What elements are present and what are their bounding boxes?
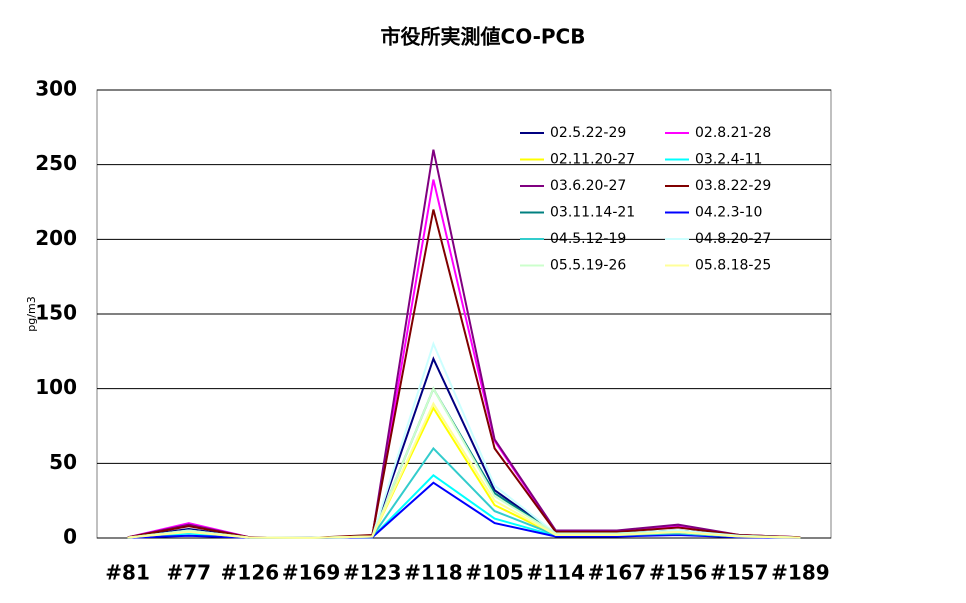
y-tick-label: 200	[35, 226, 77, 250]
y-tick-label: 300	[35, 77, 77, 101]
x-tick-label: #126	[221, 561, 280, 585]
legend-label: 03.2.4-11	[695, 152, 762, 168]
x-tick-label: #189	[771, 561, 830, 585]
legend-label: 03.11.14-21	[550, 205, 635, 221]
x-tick-label: #81	[105, 561, 150, 585]
x-tick-label: #123	[343, 561, 402, 585]
x-tick-label: #157	[710, 561, 769, 585]
legend-label: 05.8.18-25	[695, 258, 771, 274]
legend-label: 02.8.21-28	[695, 125, 771, 141]
legend-label: 03.8.22-29	[695, 178, 771, 194]
series-line	[127, 406, 801, 539]
y-axis-label: pg/m3	[25, 296, 38, 331]
x-tick-label: #105	[465, 561, 524, 585]
x-tick-label: #156	[649, 561, 708, 585]
legend-label: 04.5.12-19	[550, 231, 626, 247]
legend-label: 04.2.3-10	[695, 205, 762, 221]
y-tick-label: 0	[63, 525, 77, 549]
legend-label: 02.5.22-29	[550, 125, 626, 141]
series-line	[127, 401, 801, 539]
x-tick-label: #167	[588, 561, 647, 585]
legend-label: 02.11.20-27	[550, 152, 635, 168]
series-line	[127, 446, 801, 539]
chart-title: 市役所実測値CO-PCB	[381, 25, 586, 49]
y-tick-label: 100	[35, 375, 77, 399]
y-tick-label: 50	[49, 450, 77, 474]
y-tick-label: 150	[35, 301, 77, 325]
legend-label: 05.5.19-26	[550, 258, 626, 274]
y-tick-label: 250	[35, 151, 77, 175]
series-line	[127, 356, 801, 539]
x-tick-label: #118	[404, 561, 463, 585]
x-tick-label: #169	[282, 561, 341, 585]
x-tick-label: #77	[166, 561, 211, 585]
x-tick-label: #114	[526, 561, 585, 585]
legend-label: 04.8.20-27	[695, 231, 771, 247]
legend-label: 03.6.20-27	[550, 178, 626, 194]
